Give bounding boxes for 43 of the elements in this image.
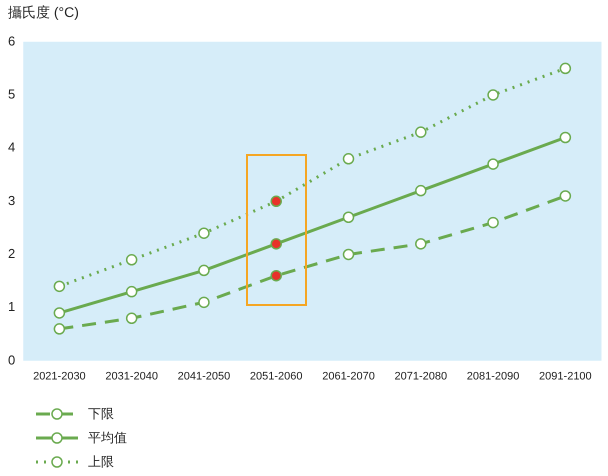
point bbox=[54, 307, 66, 319]
point bbox=[487, 158, 499, 170]
point bbox=[560, 190, 572, 202]
x-tick-label: 2071-2080 bbox=[394, 370, 448, 382]
point bbox=[126, 254, 138, 266]
y-tick-label: 1 bbox=[8, 299, 16, 314]
point bbox=[342, 212, 354, 223]
y-axis-title: 攝氏度 (°C) bbox=[8, 4, 79, 22]
y-tick-label: 6 bbox=[8, 33, 16, 48]
x-tick-label: 2021-2030 bbox=[33, 370, 86, 382]
y-tick-label: 2 bbox=[8, 246, 16, 262]
point bbox=[126, 312, 138, 324]
x-tick-label: 2051-2060 bbox=[250, 370, 303, 382]
point bbox=[487, 216, 499, 228]
point bbox=[270, 196, 282, 208]
x-tick-label: 2061-2070 bbox=[322, 370, 375, 382]
point bbox=[415, 184, 427, 196]
point bbox=[487, 89, 499, 101]
y-tick-label: 5 bbox=[8, 86, 16, 102]
y-tick-label: 4 bbox=[8, 140, 16, 155]
point bbox=[342, 248, 354, 260]
point bbox=[342, 153, 354, 165]
legend-label: 下限 bbox=[88, 405, 114, 423]
y-tick-label: 3 bbox=[8, 192, 16, 208]
point bbox=[198, 296, 210, 308]
x-tick-label: 2041-2050 bbox=[178, 370, 230, 382]
point bbox=[126, 286, 138, 298]
point bbox=[198, 264, 210, 276]
point bbox=[560, 62, 572, 74]
point bbox=[270, 238, 282, 250]
point bbox=[54, 280, 66, 292]
x-tick-label: 2031-2040 bbox=[105, 370, 158, 382]
y-tick-label: 0 bbox=[8, 352, 16, 368]
legend-label: 平均值 bbox=[88, 429, 127, 447]
point bbox=[560, 132, 572, 144]
x-tick-label: 2091-2100 bbox=[539, 370, 592, 382]
point bbox=[270, 270, 282, 282]
point bbox=[54, 323, 66, 335]
point bbox=[198, 227, 210, 239]
point bbox=[415, 238, 427, 250]
legend-label: 上限 bbox=[88, 453, 114, 471]
x-tick-label: 2081-2090 bbox=[466, 370, 520, 382]
point bbox=[415, 126, 427, 138]
